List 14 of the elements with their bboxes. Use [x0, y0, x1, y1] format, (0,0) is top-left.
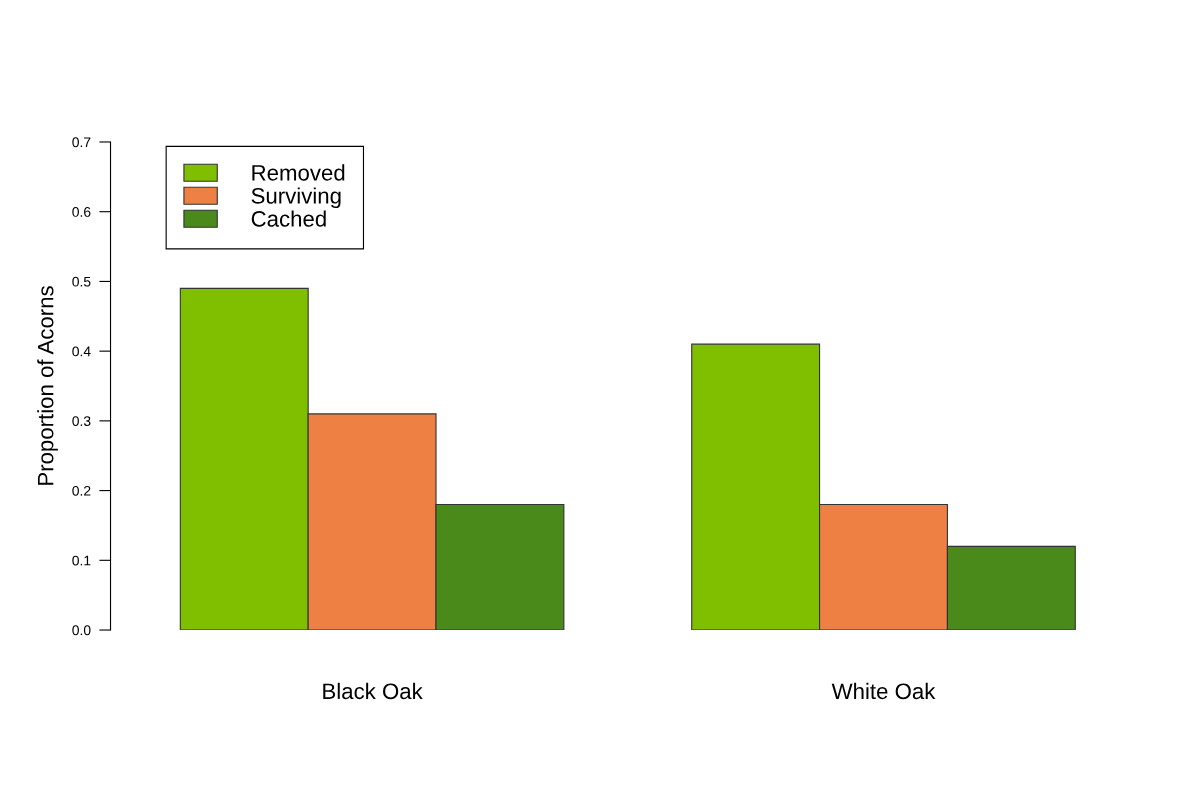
y-tick-label: 0.3 [72, 416, 91, 427]
legend-label: Surviving [251, 187, 341, 209]
y-axis-title: Proportion of Acorns [37, 286, 58, 485]
y-tick-label: 0.6 [72, 207, 91, 217]
y-tick-label: 0.4 [72, 346, 91, 357]
y-tick-label: 0.1 [72, 555, 91, 566]
legend-label: Removed [252, 164, 345, 181]
y-tick-label: 0.2 [72, 485, 91, 496]
x-tick-label: White Oak [831, 682, 936, 700]
y-tick-label: 0.0 [72, 625, 91, 636]
y-tick-label: 0.7 [72, 137, 91, 148]
x-tick-label: Black Oak [323, 682, 423, 700]
y-tick-label: 0.5 [72, 276, 91, 287]
legend-label: Cached [251, 210, 326, 227]
